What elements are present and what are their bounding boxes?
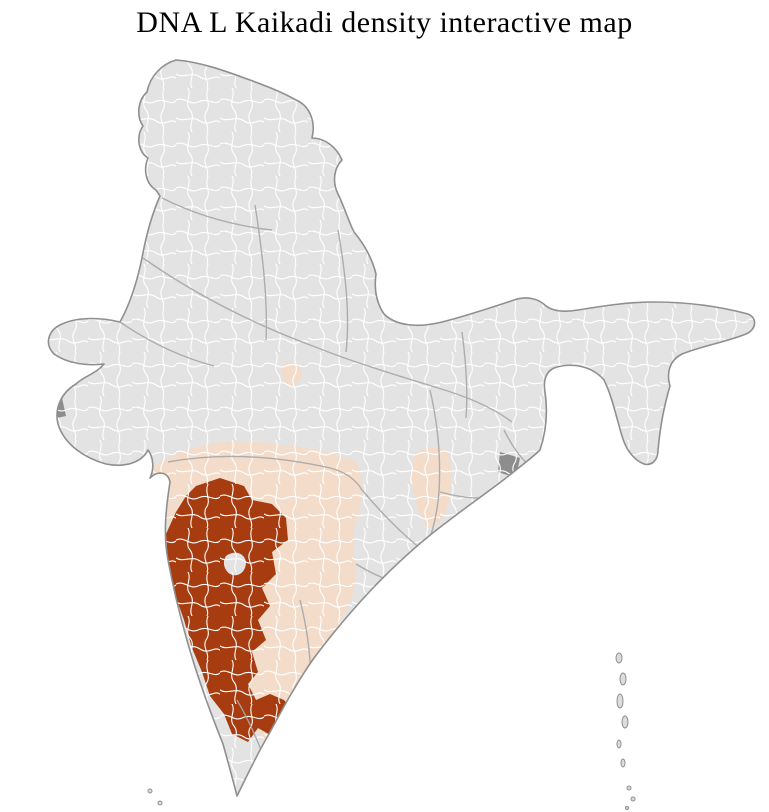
state-borders	[119, 197, 531, 769]
density-regions	[48, 60, 755, 796]
district-borders-overlay	[48, 60, 755, 796]
lakshadweep-islands[interactable]	[147, 788, 163, 806]
page-title: DNA L Kaikadi density interactive map	[136, 6, 633, 39]
map-layers	[47, 59, 756, 810]
andaman-nicobar-islands[interactable]	[615, 652, 636, 810]
